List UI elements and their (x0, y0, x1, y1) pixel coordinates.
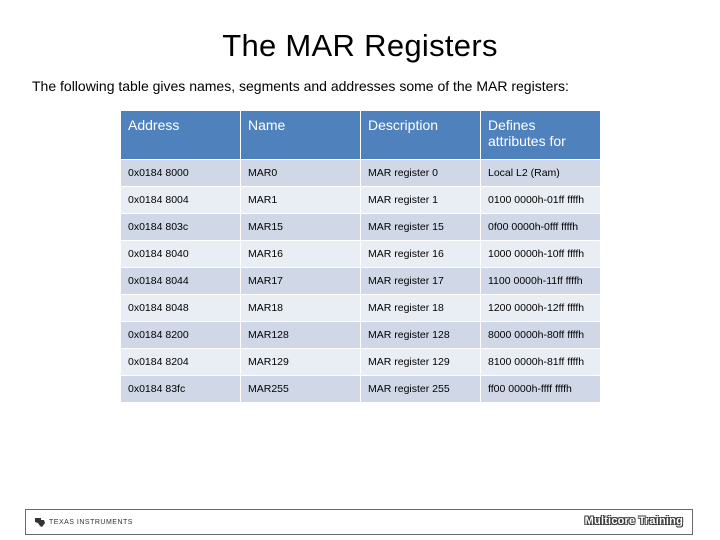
cell-description: MAR register 129 (360, 348, 481, 376)
multicore-training-brand: Multicore Training (584, 515, 683, 527)
cell-description: MAR register 17 (360, 267, 481, 295)
table-row: 0x0184 8040 MAR16 MAR register 16 1000 0… (120, 240, 601, 268)
cell-address: 0x0184 8044 (120, 267, 241, 295)
table-row: 0x0184 8048 MAR18 MAR register 18 1200 0… (120, 294, 601, 322)
cell-attributes: 1100 0000h-11ff ffffh (480, 267, 601, 295)
cell-name: MAR1 (240, 186, 361, 214)
cell-attributes: Local L2 (Ram) (480, 159, 601, 187)
column-header-description: Description (360, 110, 481, 160)
cell-attributes: 0f00 0000h-0fff ffffh (480, 213, 601, 241)
cell-name: MAR129 (240, 348, 361, 376)
cell-description: MAR register 16 (360, 240, 481, 268)
cell-attributes: 1000 0000h-10ff ffffh (480, 240, 601, 268)
cell-address: 0x0184 8040 (120, 240, 241, 268)
table-row: 0x0184 83fc MAR255 MAR register 255 ff00… (120, 375, 601, 403)
cell-address: 0x0184 8204 (120, 348, 241, 376)
cell-address: 0x0184 8000 (120, 159, 241, 187)
table-row: 0x0184 8204 MAR129 MAR register 129 8100… (120, 348, 601, 376)
cell-name: MAR16 (240, 240, 361, 268)
cell-description: MAR register 15 (360, 213, 481, 241)
column-header-defines-attributes: Defines attributes for (480, 110, 601, 160)
cell-description: MAR register 128 (360, 321, 481, 349)
table-row: 0x0184 8044 MAR17 MAR register 17 1100 0… (120, 267, 601, 295)
cell-name: MAR18 (240, 294, 361, 322)
cell-attributes: 8000 0000h-80ff ffffh (480, 321, 601, 349)
texas-instruments-logo-text: TEXAS INSTRUMENTS (49, 518, 133, 526)
cell-attributes: 1200 0000h-12ff ffffh (480, 294, 601, 322)
cell-address: 0x0184 8200 (120, 321, 241, 349)
table-row: 0x0184 8004 MAR1 MAR register 1 0100 000… (120, 186, 601, 214)
table-header-row: Address Name Description Defines attribu… (120, 110, 601, 160)
cell-address: 0x0184 8048 (120, 294, 241, 322)
mar-register-table: Address Name Description Defines attribu… (120, 110, 601, 403)
cell-address: 0x0184 83fc (120, 375, 241, 403)
footer-bar: TEXAS INSTRUMENTS Multicore Training (25, 509, 693, 535)
cell-address: 0x0184 8004 (120, 186, 241, 214)
cell-address: 0x0184 803c (120, 213, 241, 241)
cell-name: MAR17 (240, 267, 361, 295)
cell-description: MAR register 0 (360, 159, 481, 187)
table-row: 0x0184 8200 MAR128 MAR register 128 8000… (120, 321, 601, 349)
cell-name: MAR255 (240, 375, 361, 403)
cell-attributes: 8100 0000h-81ff ffffh (480, 348, 601, 376)
cell-description: MAR register 18 (360, 294, 481, 322)
cell-name: MAR0 (240, 159, 361, 187)
slide-title: The MAR Registers (222, 28, 498, 63)
slide-subtitle: The following table gives names, segment… (32, 78, 569, 94)
cell-description: MAR register 255 (360, 375, 481, 403)
cell-name: MAR15 (240, 213, 361, 241)
column-header-name: Name (240, 110, 361, 160)
column-header-address: Address (120, 110, 241, 160)
table-row: 0x0184 803c MAR15 MAR register 15 0f00 0… (120, 213, 601, 241)
cell-attributes: ff00 0000h-ffff ffffh (480, 375, 601, 403)
texas-instruments-logo-icon (35, 518, 45, 527)
cell-description: MAR register 1 (360, 186, 481, 214)
cell-name: MAR128 (240, 321, 361, 349)
table-row: 0x0184 8000 MAR0 MAR register 0 Local L2… (120, 159, 601, 187)
cell-attributes: 0100 0000h-01ff ffffh (480, 186, 601, 214)
texas-instruments-logo: TEXAS INSTRUMENTS (34, 516, 133, 528)
